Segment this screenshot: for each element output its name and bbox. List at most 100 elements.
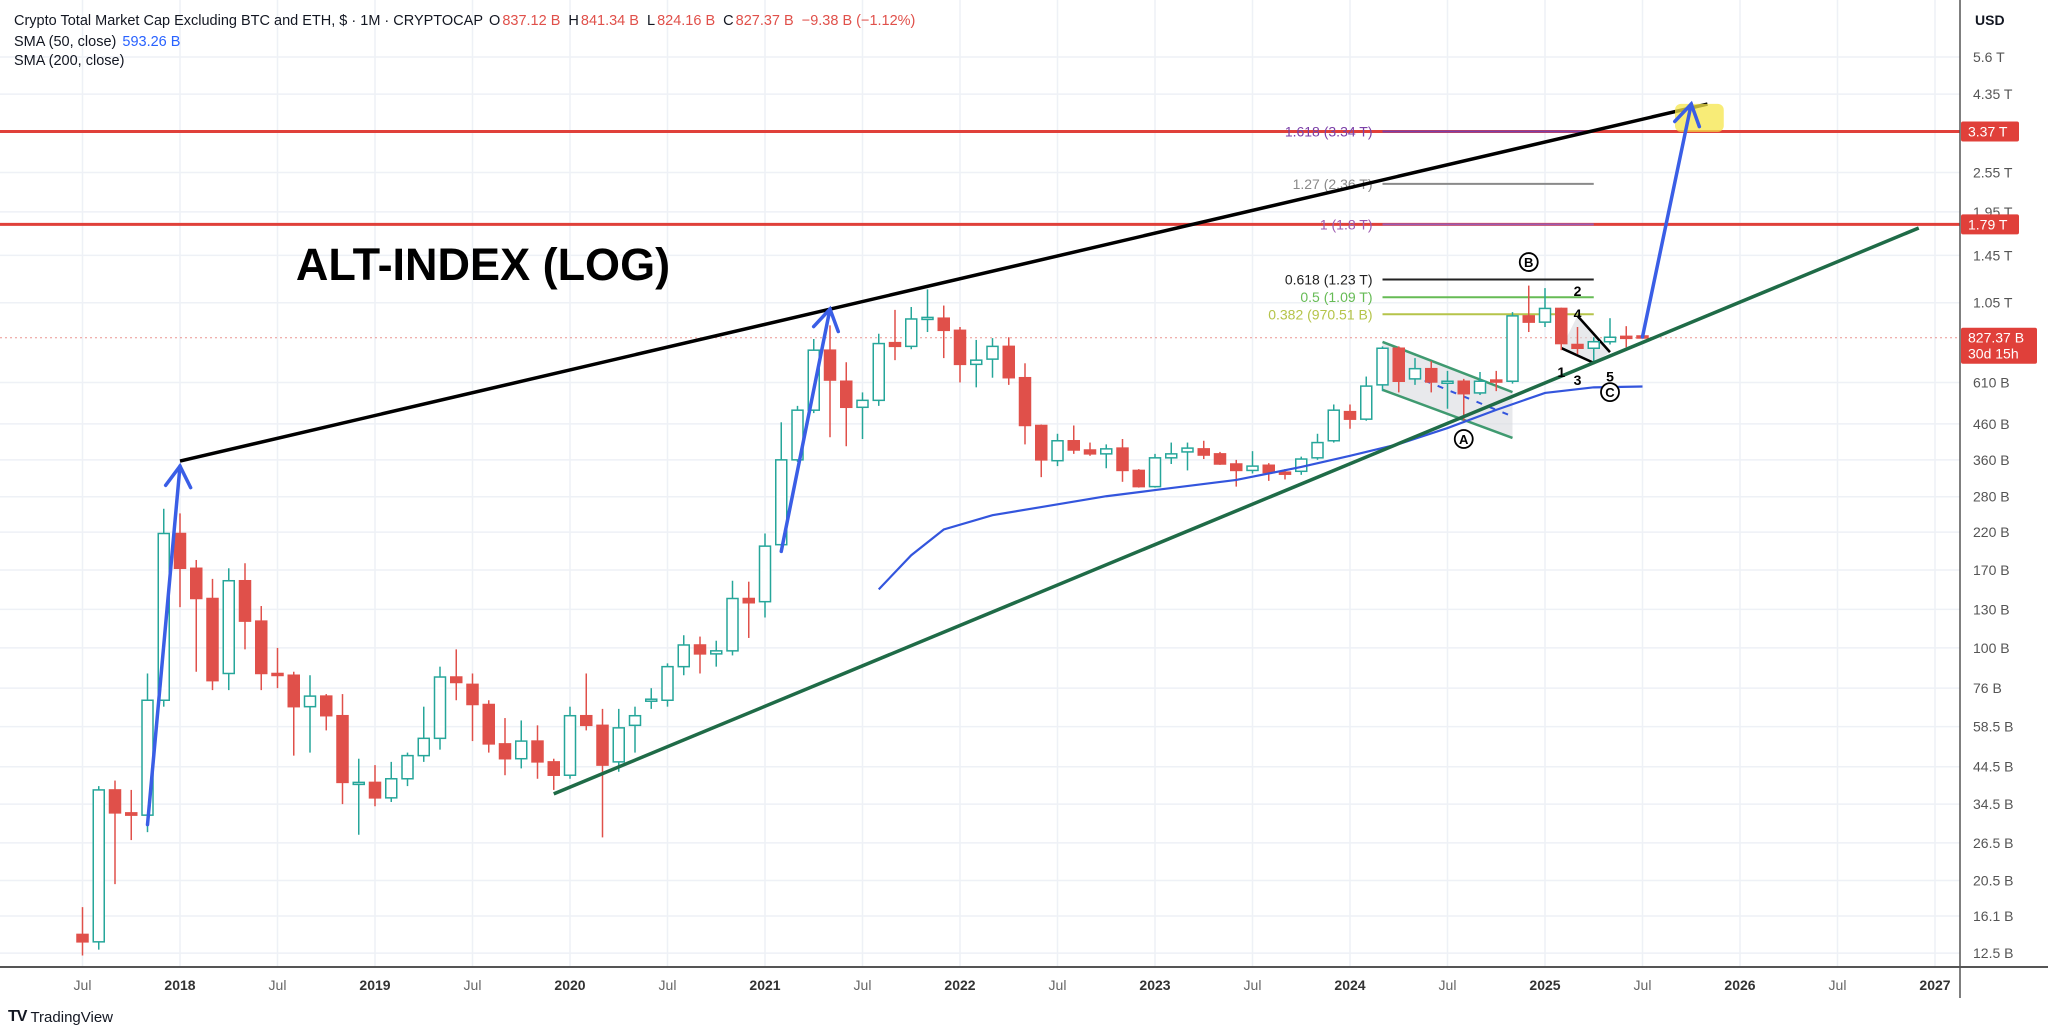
candle-body [1571, 343, 1584, 350]
candle-body [1457, 380, 1470, 395]
candle-body [1246, 465, 1259, 472]
x-tick-label: 2027 [1919, 977, 1950, 993]
candle [758, 533, 772, 618]
candle [1002, 337, 1015, 385]
candle-body [303, 695, 317, 708]
candle [1343, 404, 1357, 429]
candle-body [1035, 424, 1048, 461]
candle [531, 725, 544, 779]
candle-body [1408, 367, 1422, 380]
candle [157, 508, 170, 707]
candle-body [450, 676, 463, 684]
candle [92, 786, 105, 950]
x-tick-label: 2023 [1139, 977, 1170, 993]
sma50-legend[interactable]: SMA (50, close) 593.26 B [14, 33, 182, 51]
x-tick-label: 2018 [164, 977, 195, 993]
ohlc-low: L 824.16 B [647, 13, 717, 29]
candle-body [840, 380, 853, 409]
x-tick-label: 2020 [554, 977, 585, 993]
candle-body [466, 683, 479, 706]
wave-label: C [1605, 385, 1615, 400]
candle [1083, 442, 1097, 456]
candle [742, 581, 755, 638]
price-badge [1961, 327, 2037, 364]
candle-body [1343, 410, 1357, 420]
candle-body [1181, 447, 1194, 453]
candle-body [271, 672, 284, 677]
candle [1376, 346, 1389, 392]
fib-level-label: 0.382 (970.51 B) [1268, 306, 1372, 322]
price-badge-countdown: 30d 15h [1968, 346, 2019, 362]
candle [76, 907, 89, 956]
symbol-title[interactable]: Crypto Total Market Cap Excluding BTC an… [14, 13, 483, 29]
candle-body [1620, 335, 1633, 340]
triangle-lower-line [1560, 346, 1595, 365]
candle [336, 694, 349, 805]
y-tick-label: 76 B [1973, 680, 2002, 696]
candle-body [1197, 448, 1210, 456]
candle [1311, 433, 1324, 460]
y-tick-label: 220 B [1973, 524, 2010, 540]
x-tick-label: 2019 [359, 977, 390, 993]
price-badge-label: 827.37 B [1968, 330, 2024, 346]
candle [1230, 459, 1243, 487]
candle [1538, 288, 1552, 327]
candle-body [677, 644, 690, 668]
y-tick-label: 34.5 B [1973, 796, 2013, 812]
candle [417, 706, 430, 762]
candle-body [173, 532, 187, 570]
candle-body [206, 597, 219, 682]
candle [255, 606, 268, 691]
arrow-shaft [145, 464, 182, 827]
ohlc-low-value: 824.16 B [657, 13, 716, 29]
candle [1018, 363, 1032, 445]
candle-body [222, 579, 235, 675]
candle [563, 706, 577, 779]
sma50-line [877, 385, 1643, 591]
candle-body [1327, 409, 1340, 442]
candle [661, 663, 674, 707]
wave-label: B [1524, 255, 1533, 270]
candle-body [645, 698, 658, 702]
candle-body [1100, 448, 1113, 455]
candle-body [1018, 376, 1032, 427]
candle [1148, 453, 1162, 488]
y-tick-label: 12.5 B [1973, 945, 2013, 961]
candle-body [1311, 441, 1324, 459]
ohlc-open-value: 837.12 B [502, 13, 561, 29]
support-trendline [553, 226, 1920, 796]
candle [385, 761, 398, 802]
candle [693, 636, 707, 674]
candle-body [1262, 464, 1275, 474]
candle-body [190, 567, 203, 600]
candle [222, 568, 235, 691]
arrow-shaft [779, 307, 832, 554]
candle [1441, 370, 1454, 409]
sma200-legend[interactable]: SMA (200, close) [14, 52, 126, 70]
tradingview-logo[interactable]: TV TradingView [8, 1008, 113, 1026]
tradingview-logo-icon: TV [8, 1008, 27, 1025]
y-tick-label: 460 B [1973, 416, 2010, 432]
candle-body [953, 329, 967, 366]
arrow-head-icon [1673, 100, 1702, 129]
candle-body [628, 714, 642, 727]
candle [888, 309, 902, 361]
candle [823, 325, 837, 438]
candle [1132, 469, 1145, 488]
candle-body [547, 761, 560, 776]
candle-body [1490, 379, 1503, 383]
candle-body [563, 714, 577, 776]
wave-label-circle [1453, 429, 1474, 449]
chart-title: ALT-INDEX (LOG) [296, 239, 670, 290]
candle-body [320, 695, 333, 717]
candle [108, 780, 122, 885]
arrow-shaft [1640, 102, 1693, 339]
candle [498, 718, 512, 776]
candle-body [287, 674, 300, 708]
y-tick-label: 360 B [1973, 452, 2010, 468]
candle [1408, 358, 1422, 385]
candle [986, 338, 999, 378]
y-tick-label: 170 B [1973, 562, 2010, 578]
wave-label: 5 [1606, 369, 1614, 385]
